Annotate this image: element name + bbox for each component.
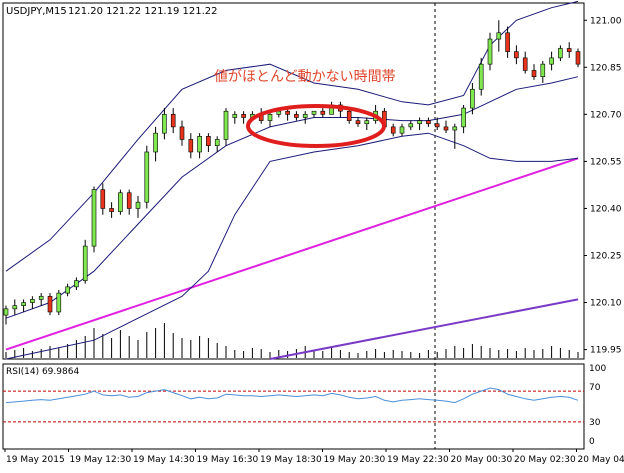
candle-body (506, 33, 510, 52)
candle-body (162, 114, 166, 133)
candle-body (400, 127, 404, 133)
candle-body (198, 136, 202, 152)
candle-body (444, 127, 448, 130)
rsi-label: RSI(14) 69.9864 (6, 367, 79, 377)
time-tick-label: 19 May 2015 (6, 455, 65, 465)
candle-body (189, 139, 193, 152)
candle-body (462, 108, 466, 127)
candle-body (171, 114, 175, 127)
candle-body (294, 114, 298, 117)
candle-body (497, 33, 501, 39)
candle-body (57, 293, 61, 312)
candle-body (453, 127, 457, 130)
candle-body (224, 111, 228, 139)
candle-body (426, 121, 430, 124)
candle-body (110, 208, 114, 211)
candle-body (347, 111, 351, 120)
candle (83, 240, 87, 284)
candle-body (206, 136, 210, 145)
candle-body (101, 190, 105, 209)
rsi-level-30: 30 (589, 418, 601, 428)
candle-body (286, 111, 290, 114)
candle-body (365, 121, 369, 124)
candle-body (321, 111, 325, 114)
chart-symbol-label: USDJPY,M15 (6, 6, 67, 17)
time-tick-label: 20 May 02:30 (514, 455, 576, 465)
price-tick-label: 120.10 (590, 299, 622, 309)
annotation-text: 値がほとんど動かない時間帯 (214, 69, 396, 85)
candle-body (470, 89, 474, 108)
candle (92, 186, 96, 252)
candle-body (39, 296, 43, 299)
candle-body (558, 48, 562, 57)
price-tick-label: 120.25 (590, 251, 622, 261)
candle-body (418, 121, 422, 124)
candle-body (541, 64, 545, 77)
candle-body (136, 202, 140, 208)
candle-body (154, 133, 158, 152)
candle-body (391, 127, 395, 133)
price-tick-label: 119.95 (590, 346, 622, 356)
candle-body (180, 127, 184, 140)
candle-body (92, 190, 96, 246)
candle-body (312, 111, 316, 114)
time-tick-label: 19 May 22:30 (387, 455, 449, 465)
candle-body (74, 281, 78, 287)
time-tick-label: 19 May 18:30 (260, 455, 322, 465)
candle-body (409, 124, 413, 127)
candle-body (215, 139, 219, 145)
candle-body (66, 287, 70, 293)
candle-body (145, 152, 149, 202)
price-tick-label: 121.00 (590, 16, 622, 26)
candle-body (303, 114, 307, 117)
candle-body (479, 64, 483, 89)
candle-body (277, 111, 281, 114)
candle-body (514, 52, 518, 58)
candle-body (242, 114, 246, 117)
rsi-level-100: 100 (589, 364, 606, 374)
time-tick-label: 19 May 16:30 (197, 455, 259, 465)
candle (48, 293, 52, 315)
candle (57, 290, 61, 315)
candle-body (118, 193, 122, 212)
time-tick-label: 20 May 04:30 (578, 455, 624, 465)
candle-body (488, 39, 492, 64)
candle-body (435, 124, 439, 127)
candle-body (127, 193, 131, 209)
price-tick-label: 120.85 (590, 63, 622, 73)
candle-body (567, 48, 571, 51)
price-tick-label: 120.40 (590, 204, 622, 214)
candle-body (532, 70, 536, 76)
rsi-level-70: 70 (589, 383, 601, 393)
time-tick-label: 19 May 20:30 (324, 455, 386, 465)
rsi-level-0: 0 (589, 437, 595, 447)
candle-body (268, 114, 272, 120)
candle (118, 190, 122, 215)
candle-body (523, 58, 527, 71)
candle-body (576, 52, 580, 65)
candle-body (4, 309, 8, 315)
time-tick-label: 20 May 00:30 (451, 455, 513, 465)
candle-body (22, 303, 26, 306)
candle-body (356, 121, 360, 124)
price-tick-label: 120.70 (590, 110, 622, 120)
candle-body (13, 306, 17, 309)
time-tick-label: 19 May 12:30 (70, 455, 132, 465)
candle-body (233, 114, 237, 117)
candle (145, 146, 149, 209)
candle-body (48, 296, 52, 312)
price-tick-label: 120.55 (590, 157, 622, 167)
chart-ohlc-values: 121.20 121.22 121.19 121.22 (68, 6, 218, 17)
candle-body (83, 246, 87, 281)
time-tick-label: 19 May 14:30 (133, 455, 195, 465)
candle-body (30, 299, 34, 302)
candle-body (550, 58, 554, 64)
